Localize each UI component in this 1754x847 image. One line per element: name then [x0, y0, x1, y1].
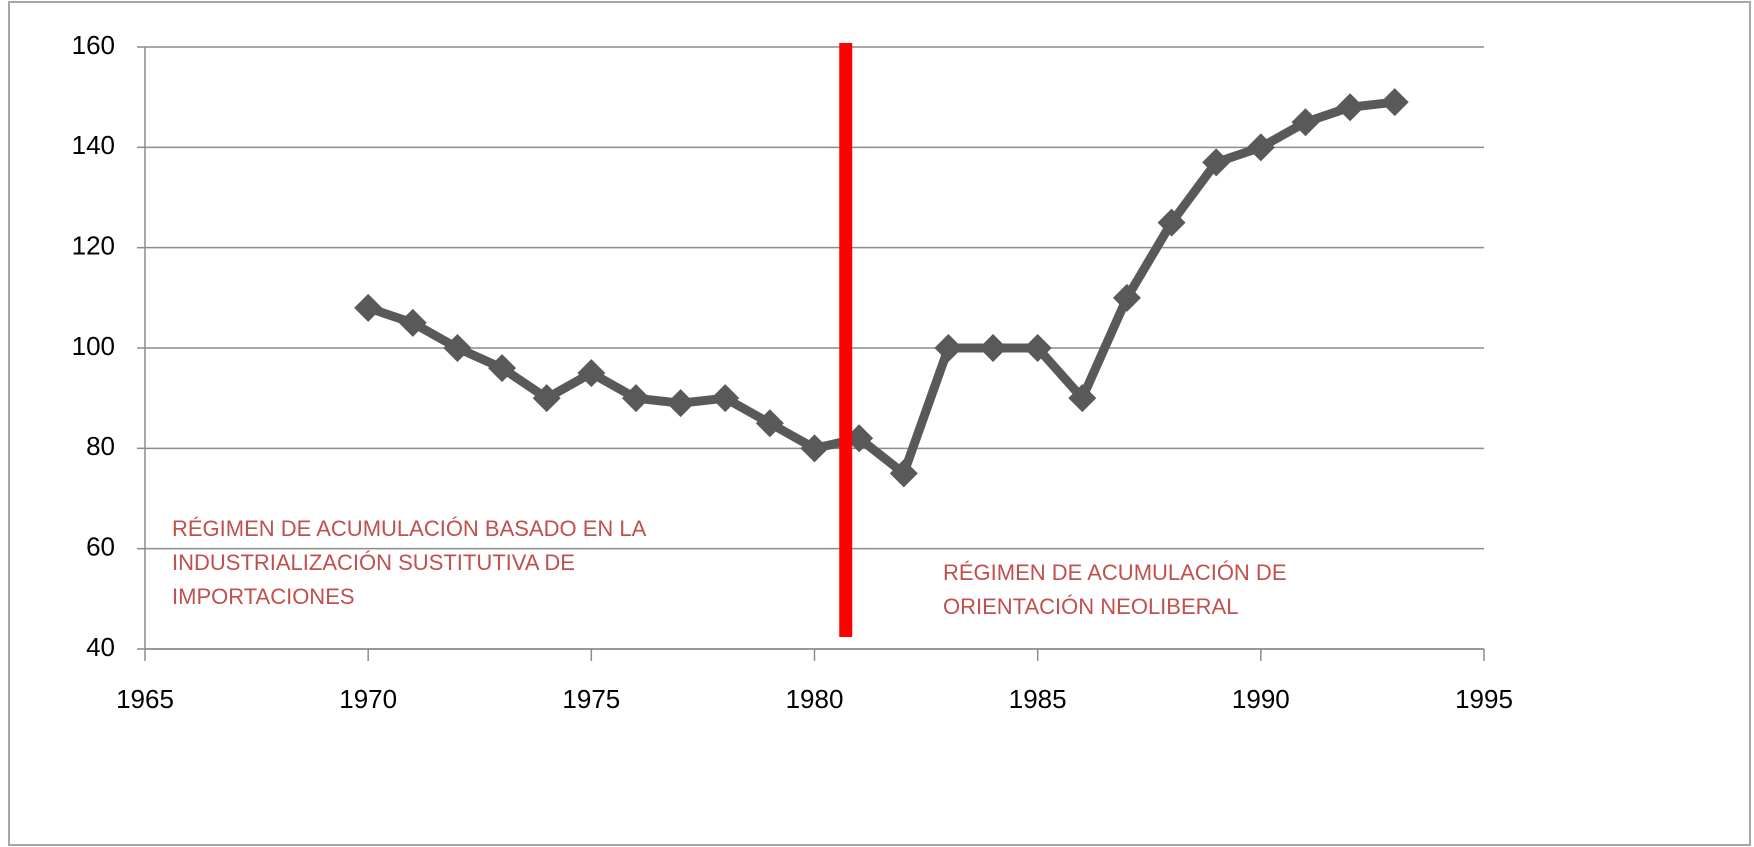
marker — [934, 334, 963, 362]
x-tick-label: 1990 — [1232, 684, 1290, 714]
marker — [1023, 334, 1052, 362]
marker — [979, 334, 1008, 362]
marker — [354, 293, 383, 322]
marker — [1246, 133, 1275, 162]
marker — [443, 334, 472, 362]
marker — [1380, 88, 1409, 117]
marker — [711, 384, 740, 413]
marker — [800, 434, 829, 463]
annotation: INDUSTRIALIZACIÓN SUSTITUTIVA DE — [172, 550, 575, 575]
y-tick-label: 140 — [72, 130, 115, 160]
y-tick-label: 80 — [86, 431, 115, 461]
annotation: IMPORTACIONES — [172, 584, 355, 609]
marker — [889, 459, 918, 488]
y-tick-label: 160 — [72, 30, 115, 60]
x-tick-label: 1980 — [786, 684, 844, 714]
marker — [398, 308, 427, 337]
x-tick-label: 1970 — [339, 684, 397, 714]
marker — [488, 354, 517, 383]
x-tick-label: 1995 — [1455, 684, 1513, 714]
chart-frame — [8, 1, 1751, 846]
marker — [621, 384, 650, 413]
y-tick-label: 100 — [72, 331, 115, 361]
y-tick-label: 40 — [86, 632, 115, 662]
annotation: RÉGIMEN DE ACUMULACIÓN BASADO EN LA — [172, 516, 647, 541]
marker — [532, 384, 561, 413]
marker — [1202, 148, 1231, 177]
marker — [1291, 108, 1320, 137]
marker — [577, 359, 606, 388]
marker — [755, 409, 784, 438]
marker — [1157, 208, 1186, 237]
marker — [1336, 93, 1365, 122]
x-tick-label: 1965 — [116, 684, 174, 714]
marker — [666, 389, 695, 418]
y-tick-label: 60 — [86, 532, 115, 562]
y-tick-label: 120 — [72, 231, 115, 261]
annotation: RÉGIMEN DE ACUMULACIÓN DE — [943, 560, 1287, 585]
x-tick-label: 1975 — [562, 684, 620, 714]
marker — [1068, 384, 1097, 413]
annotation: ORIENTACIÓN NEOLIBERAL — [943, 594, 1238, 619]
marker — [1112, 283, 1141, 312]
x-tick-label: 1985 — [1009, 684, 1067, 714]
